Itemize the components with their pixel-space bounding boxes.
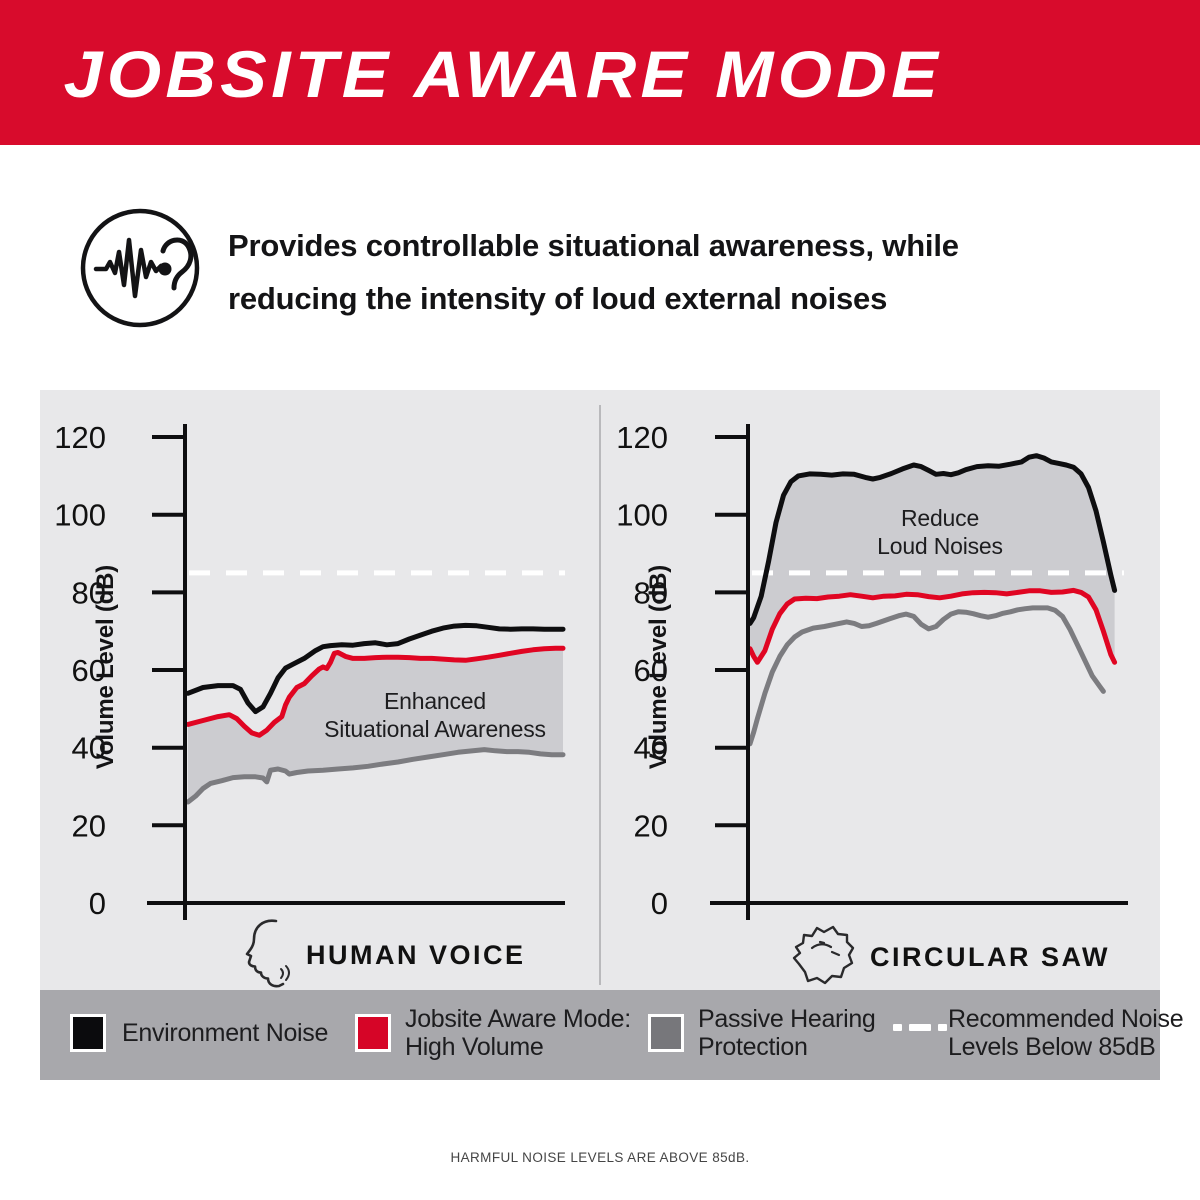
legend-swatch-passive-hearing <box>648 1014 684 1052</box>
jobsite-aware-mode-high-volume-line <box>747 587 1118 665</box>
legend-label-jobsite-aware-mode: Jobsite Aware Mode: High Volume <box>405 1005 631 1061</box>
charts-canvas: 0 20 40 60 80 100 120 0 20 40 60 80 100 120 <box>54 420 1128 921</box>
y-tick-label: 0 <box>89 886 106 921</box>
footer-note: HARMFUL NOISE LEVELS ARE ABOVE 85dB. <box>450 1150 750 1165</box>
circular-saw-icon <box>792 925 855 985</box>
header-banner: JOBSITE AWARE MODE <box>0 0 1200 145</box>
y-tick-label: 80 <box>634 575 668 610</box>
legend-swatch-environment-noise <box>70 1014 106 1052</box>
caption-circular-saw: CIRCULAR SAW <box>790 918 1110 996</box>
annotation-line: Reduce <box>900 505 980 531</box>
legend-text: Passive Hearing <box>698 1005 876 1033</box>
caption-human-voice: HUMAN VOICE <box>240 916 526 994</box>
legend-label-passive-hearing: Passive Hearing Protection <box>698 1005 876 1061</box>
panel-divider <box>599 405 601 985</box>
fill-band-reduce-loud-noises <box>750 455 1115 663</box>
y-axis-title-human-voice: Volume Level (dB) <box>92 564 119 770</box>
annotation-line: Situational Awareness <box>324 716 546 742</box>
chart-title-circular-saw: CIRCULAR SAW <box>870 941 1110 972</box>
y-tick-label: 40 <box>72 731 106 766</box>
legend-bar: Environment Noise Jobsite Aware Mode: Hi… <box>40 990 1184 1080</box>
human-voice-icon <box>245 919 290 988</box>
environment-noise-line <box>185 622 566 715</box>
chart-panel: 0 20 40 60 80 100 120 0 20 40 60 80 100 120 Volume Le… <box>40 390 1160 990</box>
fill-band-enhanced-situational-awareness <box>188 648 563 802</box>
page-title: JOBSITE AWARE MODE <box>63 37 942 111</box>
passive-hearing-protection-line <box>747 605 1106 747</box>
intro-text: Provides controllable situational awaren… <box>228 219 1168 325</box>
passive-hearing-protection-line <box>185 747 566 805</box>
legend-text: Recommended Noise <box>948 1005 1184 1033</box>
legend-text: High Volume <box>405 1033 544 1061</box>
legend-text: Environment Noise <box>122 1019 329 1047</box>
y-tick-label: 80 <box>72 575 106 610</box>
jobsite-aware-mode-high-volume-line <box>185 645 566 738</box>
annotation-line: Loud Noises <box>877 533 1003 559</box>
y-tick-label: 100 <box>616 498 668 533</box>
chart-title-human-voice: HUMAN VOICE <box>306 939 526 970</box>
annotation-line: Enhanced <box>384 688 486 714</box>
y-tick-label: 60 <box>72 653 106 688</box>
y-tick-label: 0 <box>651 886 668 921</box>
legend-text: Levels Below 85dB <box>948 1033 1156 1061</box>
ear-soundwave-icon <box>80 208 200 328</box>
legend-dashed-line-symbol <box>893 1023 947 1031</box>
y-tick-label: 120 <box>54 420 106 455</box>
legend-label-environment-noise: Environment Noise <box>122 1019 328 1047</box>
intro-line-2: reducing the intensity of loud external … <box>228 281 888 316</box>
y-tick-label: 100 <box>54 498 106 533</box>
y-tick-label: 120 <box>616 420 668 455</box>
y-tick-label: 20 <box>72 808 106 843</box>
y-tick-label: 40 <box>634 731 668 766</box>
annotation-reduce-loud-noises: Reduce Loud Noises <box>770 504 1110 560</box>
annotation-enhanced-awareness: Enhanced Situational Awareness <box>265 687 605 743</box>
y-tick-label: 20 <box>634 808 668 843</box>
legend-swatch-jobsite-aware-mode <box>355 1014 391 1052</box>
legend-label-recommended-levels: Recommended Noise Levels Below 85dB <box>948 1005 1184 1061</box>
y-axis-title-circular-saw: Volume Level (dB) <box>645 564 672 770</box>
legend-text: Jobsite Aware Mode: <box>405 1005 631 1033</box>
legend-text: Protection <box>698 1033 808 1061</box>
environment-noise-line <box>747 453 1118 626</box>
intro-line-1: Provides controllable situational awaren… <box>228 228 959 263</box>
y-tick-label: 60 <box>634 653 668 688</box>
